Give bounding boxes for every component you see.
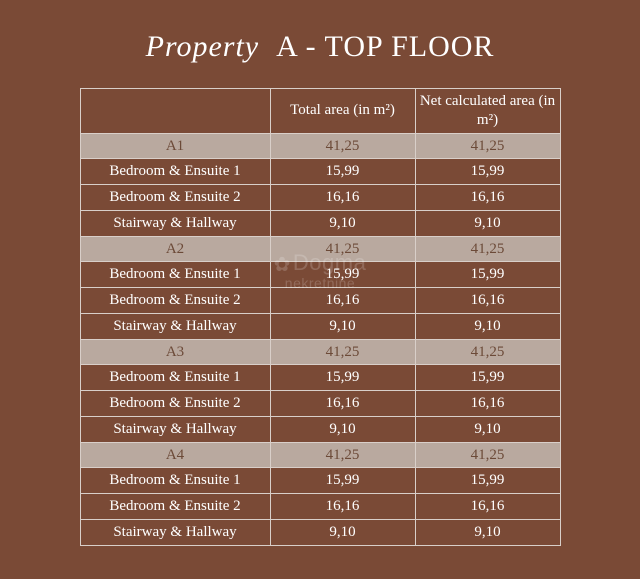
row-net: 16,16 [415,288,560,314]
row-net: 15,99 [415,365,560,391]
col-net: Net calculated area (in m²) [415,89,560,134]
table-row: Stairway & Hallway9,109,10 [80,416,560,442]
row-label: Bedroom & Ensuite 1 [80,262,270,288]
row-total: 15,99 [270,159,415,185]
row-net: 16,16 [415,494,560,520]
page-title: Property A - TOP FLOOR [0,0,640,88]
row-label: Stairway & Hallway [80,210,270,236]
section-row: A241,2541,25 [80,236,560,262]
row-net: 9,10 [415,519,560,545]
row-total: 15,99 [270,468,415,494]
row-net: 9,10 [415,313,560,339]
row-total: 16,16 [270,288,415,314]
table-row: Bedroom & Ensuite 115,9915,99 [80,468,560,494]
row-total: 9,10 [270,416,415,442]
section-total: 41,25 [270,442,415,468]
section-total: 41,25 [270,133,415,159]
row-label: Bedroom & Ensuite 2 [80,288,270,314]
section-row: A141,2541,25 [80,133,560,159]
header-row: Total area (in m²) Net calculated area (… [80,89,560,134]
title-prefix: Property [146,30,260,63]
section-label: A3 [80,339,270,365]
table-row: Bedroom & Ensuite 216,1616,16 [80,494,560,520]
row-net: 15,99 [415,159,560,185]
row-label: Bedroom & Ensuite 2 [80,185,270,211]
row-label: Bedroom & Ensuite 1 [80,365,270,391]
section-label: A2 [80,236,270,262]
section-label: A1 [80,133,270,159]
section-net: 41,25 [415,236,560,262]
table-row: Stairway & Hallway9,109,10 [80,210,560,236]
row-total: 15,99 [270,365,415,391]
col-total: Total area (in m²) [270,89,415,134]
row-total: 15,99 [270,262,415,288]
row-net: 15,99 [415,262,560,288]
row-label: Stairway & Hallway [80,313,270,339]
section-net: 41,25 [415,442,560,468]
row-net: 9,10 [415,416,560,442]
section-label: A4 [80,442,270,468]
row-net: 9,10 [415,210,560,236]
table-row: Bedroom & Ensuite 115,9915,99 [80,262,560,288]
row-label: Bedroom & Ensuite 2 [80,494,270,520]
row-label: Stairway & Hallway [80,519,270,545]
table-row: Bedroom & Ensuite 115,9915,99 [80,365,560,391]
row-total: 9,10 [270,210,415,236]
section-total: 41,25 [270,236,415,262]
row-total: 9,10 [270,519,415,545]
table-row: Bedroom & Ensuite 216,1616,16 [80,391,560,417]
table-row: Stairway & Hallway9,109,10 [80,519,560,545]
section-net: 41,25 [415,133,560,159]
row-total: 16,16 [270,494,415,520]
row-net: 15,99 [415,468,560,494]
table-row: Bedroom & Ensuite 115,9915,99 [80,159,560,185]
row-label: Bedroom & Ensuite 1 [80,159,270,185]
section-row: A341,2541,25 [80,339,560,365]
section-row: A441,2541,25 [80,442,560,468]
row-label: Stairway & Hallway [80,416,270,442]
table-row: Bedroom & Ensuite 216,1616,16 [80,185,560,211]
row-net: 16,16 [415,391,560,417]
col-room [80,89,270,134]
area-table: Total area (in m²) Net calculated area (… [80,88,561,546]
row-total: 9,10 [270,313,415,339]
table-row: Stairway & Hallway9,109,10 [80,313,560,339]
section-net: 41,25 [415,339,560,365]
row-net: 16,16 [415,185,560,211]
table-row: Bedroom & Ensuite 216,1616,16 [80,288,560,314]
row-label: Bedroom & Ensuite 2 [80,391,270,417]
row-total: 16,16 [270,391,415,417]
title-rest: A - TOP FLOOR [276,30,494,63]
section-total: 41,25 [270,339,415,365]
row-label: Bedroom & Ensuite 1 [80,468,270,494]
row-total: 16,16 [270,185,415,211]
